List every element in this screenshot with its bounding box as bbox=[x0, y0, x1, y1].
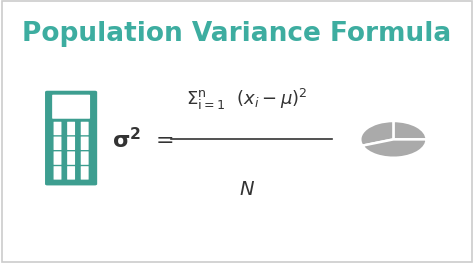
FancyBboxPatch shape bbox=[67, 122, 75, 135]
Wedge shape bbox=[362, 139, 427, 158]
Text: $\mathbf{\sigma^2}$  =: $\mathbf{\sigma^2}$ = bbox=[111, 127, 173, 152]
Text: $\mathregular{\Sigma}$$\mathregular{^n_{i=1}}$  $(x_i - \mu)^2$: $\mathregular{\Sigma}$$\mathregular{^n_{… bbox=[186, 87, 307, 113]
FancyBboxPatch shape bbox=[54, 166, 62, 180]
FancyBboxPatch shape bbox=[81, 136, 89, 150]
FancyBboxPatch shape bbox=[67, 151, 75, 165]
FancyBboxPatch shape bbox=[45, 91, 97, 185]
Wedge shape bbox=[360, 121, 393, 146]
Wedge shape bbox=[393, 121, 427, 139]
Text: N: N bbox=[239, 180, 254, 199]
FancyBboxPatch shape bbox=[67, 166, 75, 180]
FancyBboxPatch shape bbox=[54, 151, 62, 165]
FancyBboxPatch shape bbox=[81, 122, 89, 135]
FancyBboxPatch shape bbox=[81, 166, 89, 180]
FancyBboxPatch shape bbox=[81, 151, 89, 165]
FancyBboxPatch shape bbox=[67, 136, 75, 150]
FancyBboxPatch shape bbox=[54, 122, 62, 135]
FancyBboxPatch shape bbox=[52, 95, 90, 119]
FancyBboxPatch shape bbox=[54, 136, 62, 150]
Text: Population Variance Formula: Population Variance Formula bbox=[22, 21, 452, 47]
